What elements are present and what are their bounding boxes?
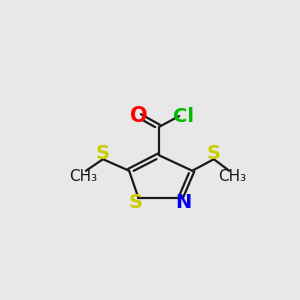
- Text: S: S: [129, 193, 143, 212]
- Text: CH₃: CH₃: [218, 169, 246, 184]
- Text: Cl: Cl: [172, 106, 194, 126]
- Text: N: N: [175, 193, 191, 212]
- Text: O: O: [130, 106, 148, 126]
- Text: CH₃: CH₃: [69, 169, 97, 184]
- Text: S: S: [96, 144, 110, 163]
- Text: S: S: [207, 144, 221, 163]
